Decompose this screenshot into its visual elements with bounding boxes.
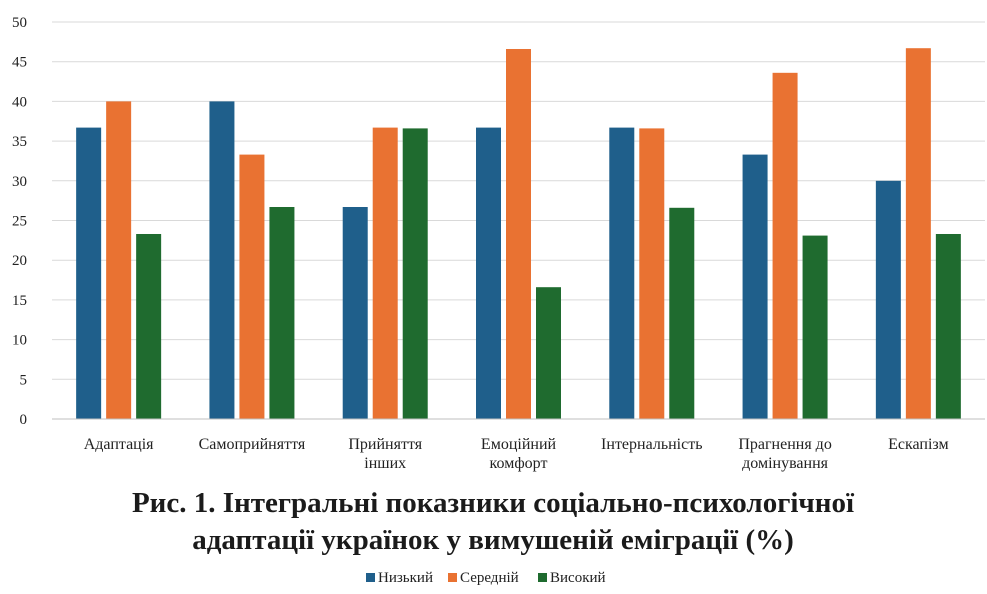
category-label: домінування <box>742 455 829 472</box>
y-tick-label: 40 <box>12 94 27 110</box>
y-tick-label: 45 <box>12 55 27 71</box>
legend-swatch <box>366 573 375 582</box>
legend-label: Середній <box>460 570 519 586</box>
category-label: інших <box>364 455 406 472</box>
legend-swatch <box>448 573 457 582</box>
bar-Високий-2 <box>402 128 428 419</box>
category-label: Інтернальність <box>601 436 702 453</box>
category-label: Ескапізм <box>888 436 949 453</box>
bar-Низький-6 <box>875 180 901 419</box>
chart-title: Рис. 1. Інтегральні показники соціально-… <box>132 487 855 556</box>
category-label: Адаптація <box>84 436 154 453</box>
bar-Середній-2 <box>372 127 398 420</box>
category-label: Прагнення до <box>738 436 832 453</box>
bar-Середній-5 <box>772 72 798 419</box>
bar-Середній-6 <box>905 48 931 420</box>
bar-Високий-0 <box>136 233 162 419</box>
category-label: Емоційний <box>481 436 557 453</box>
bar-Низький-3 <box>476 127 501 420</box>
bar-Високий-4 <box>669 207 695 419</box>
bar-Середній-1 <box>239 154 265 419</box>
y-tick-label: 0 <box>20 412 28 428</box>
chart-title-line: адаптації українок у вимушеній еміграції… <box>192 524 794 556</box>
legend: Низький Середній Високий <box>366 570 606 586</box>
bars <box>76 48 961 420</box>
y-tick-label: 5 <box>20 372 28 388</box>
y-tick-label: 15 <box>12 293 27 309</box>
chart-title-line: Рис. 1. Інтегральні показники соціально-… <box>132 487 855 519</box>
category-label: Прийняття <box>348 436 422 453</box>
bar-Низький-5 <box>742 154 768 419</box>
category-label: комфорт <box>490 455 548 472</box>
y-tick-label: 20 <box>12 253 27 269</box>
bar-Низький-0 <box>76 127 102 420</box>
legend-label: Високий <box>550 570 606 586</box>
y-tick-label: 35 <box>12 134 27 150</box>
legend-label: Низький <box>378 570 433 586</box>
bar-Високий-3 <box>536 287 561 419</box>
axes: 0 5 10 15 20 25 30 35 40 45 50 Адаптація Самоприйнят… <box>12 15 985 472</box>
y-tick-label: 50 <box>12 15 27 31</box>
legend-swatch <box>538 573 547 582</box>
bar-Високий-1 <box>269 207 295 419</box>
y-tick-label: 30 <box>12 174 27 190</box>
y-tick-label: 25 <box>12 214 27 230</box>
bar-Високий-6 <box>935 233 961 419</box>
bar-Низький-1 <box>209 101 235 420</box>
bar-Високий-5 <box>802 235 828 419</box>
y-tick-label: 10 <box>12 333 27 349</box>
bar-Низький-4 <box>609 127 635 420</box>
bar-Середній-4 <box>639 128 665 419</box>
bar-Низький-2 <box>342 207 368 419</box>
bar-Середній-3 <box>506 48 531 419</box>
bar-Середній-0 <box>106 101 132 420</box>
category-label: Самоприйняття <box>199 436 306 453</box>
